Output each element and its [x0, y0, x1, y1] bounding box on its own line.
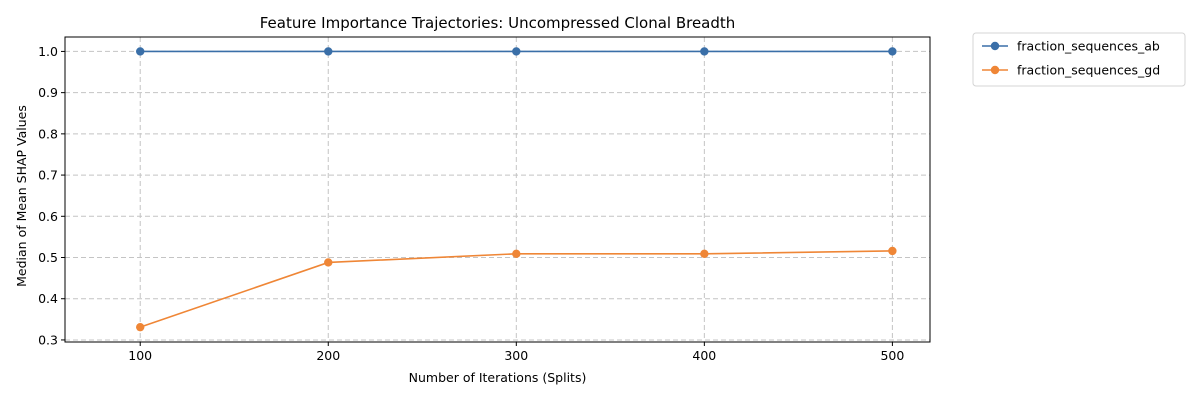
y-tick-label: 0.4 [38, 291, 58, 306]
data-point [324, 258, 333, 267]
legend-label: fraction_sequences_gd [1017, 63, 1160, 78]
legend-item: fraction_sequences_gd [982, 63, 1160, 78]
data-point [700, 47, 709, 56]
legend-item: fraction_sequences_ab [982, 39, 1160, 54]
y-tick-label: 0.5 [38, 250, 58, 265]
y-tick-label: 0.6 [38, 209, 58, 224]
data-point [888, 246, 897, 256]
data-point [700, 249, 709, 258]
x-tick-label: 500 [880, 348, 904, 363]
x-axis-label: Number of Iterations (Splits) [409, 370, 587, 385]
x-tick-label: 100 [128, 348, 152, 363]
legend-box [972, 32, 1186, 87]
chart-title: Feature Importance Trajectories: Uncompr… [260, 14, 736, 32]
data-point [136, 322, 145, 332]
y-tick-label: 0.8 [38, 126, 58, 141]
series-layer [136, 47, 897, 332]
legend-swatch-marker [990, 65, 1000, 75]
y-tick-label: 0.3 [38, 332, 58, 347]
series-fraction_sequences_ab [136, 47, 897, 56]
data-point [136, 47, 145, 56]
data-point [512, 249, 521, 258]
y-axis-ticks: 0.3 0.4 0.5 0.6 0.7 0.8 0.9 1.0 [38, 44, 65, 347]
y-tick-label: 1.0 [38, 44, 58, 59]
plot-frame [64, 36, 931, 343]
y-axis-label: Median of Mean SHAP Values [14, 105, 29, 287]
legend-label: fraction_sequences_ab [1017, 39, 1160, 54]
x-tick-label: 200 [316, 348, 340, 363]
y-tick-label: 0.7 [38, 168, 58, 183]
grid-lines [65, 37, 930, 342]
data-point [324, 47, 333, 56]
series-fraction_sequences_gd [136, 246, 897, 332]
legend: fraction_sequences_ab fraction_sequences_… [972, 32, 1186, 87]
x-tick-label: 300 [504, 348, 528, 363]
data-point [512, 47, 521, 56]
y-tick-label: 0.9 [38, 85, 58, 100]
data-point [888, 47, 897, 56]
legend-swatch-marker [990, 41, 1000, 51]
x-axis-ticks: 100 200 300 400 500 [128, 342, 904, 363]
x-tick-label: 400 [692, 348, 716, 363]
